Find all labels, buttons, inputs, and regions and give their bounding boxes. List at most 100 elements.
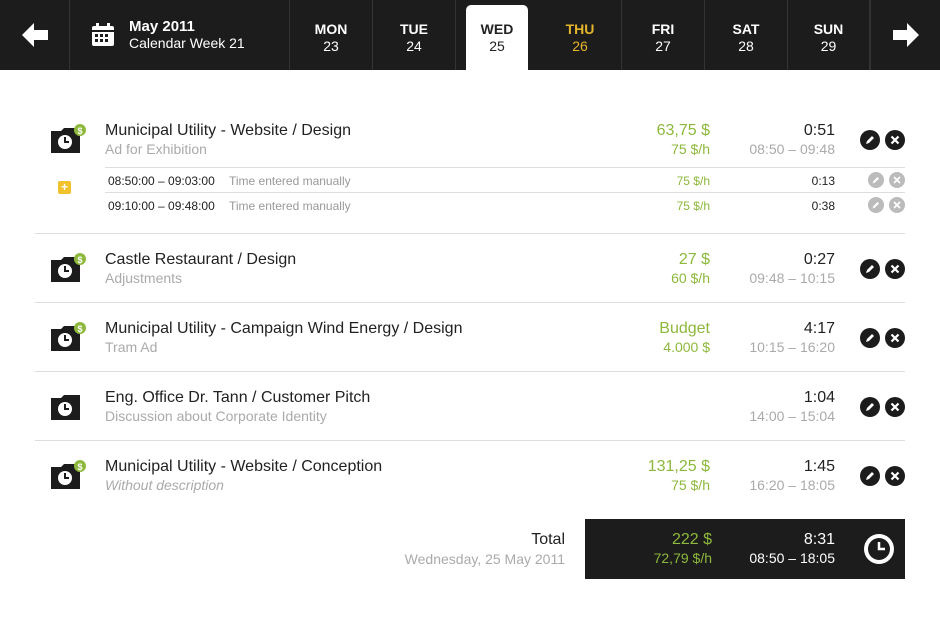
sub-entry-rate: 75 $/h [676, 174, 710, 188]
entry-time-range: 10:15 – 16:20 [749, 339, 835, 355]
day-tab-mon[interactable]: MON 23 [290, 0, 373, 70]
sub-entry-duration: 0:38 [811, 199, 835, 213]
entry-rate: 75 $/h [671, 141, 710, 157]
day-name: TUE [400, 21, 428, 37]
sub-entry-note: Time entered manually [229, 174, 351, 188]
week-header: May 2011 Calendar Week 21 MON 23 TUE 24 … [0, 0, 940, 70]
entry-amount: 27 $ [678, 251, 710, 268]
delete-icon[interactable] [885, 397, 905, 417]
delete-icon[interactable] [885, 328, 905, 348]
divider [35, 233, 905, 234]
total-rate: 72,79 $/h [653, 550, 712, 566]
edit-icon[interactable] [868, 197, 884, 213]
sub-entry-rate: 75 $/h [676, 199, 710, 213]
svg-text:$: $ [77, 324, 82, 334]
folder-clock-icon [51, 395, 80, 420]
entry-duration: 1:04 [803, 389, 835, 406]
sub-entry-note: Time entered manually [229, 199, 351, 213]
day-tab-thu[interactable]: THU 26 [539, 0, 622, 70]
divider [35, 371, 905, 372]
calendar-icon [92, 23, 114, 46]
day-name: SAT [732, 21, 760, 37]
delete-icon[interactable] [885, 130, 905, 150]
edit-icon[interactable] [860, 397, 880, 417]
entry-time-range: 16:20 – 18:05 [749, 477, 835, 493]
day-name: THU [565, 21, 595, 37]
entry-title[interactable]: Eng. Office Dr. Tann / Customer Pitch [105, 389, 371, 406]
day-tab-fri[interactable]: FRI 27 [622, 0, 705, 70]
entry-duration: 0:27 [803, 251, 835, 268]
entry-description: Without description [105, 477, 224, 493]
total-date: Wednesday, 25 May 2011 [404, 551, 565, 567]
entry-rate: 4.000 $ [663, 339, 710, 355]
edit-icon[interactable] [868, 172, 884, 188]
svg-text:$: $ [77, 462, 82, 472]
entry-rate: 75 $/h [671, 477, 710, 493]
sub-entry-duration: 0:13 [811, 174, 835, 188]
total-summary: 222 $ 72,79 $/h 8:31 08:50 – 18:05 [585, 519, 905, 579]
billable-folder-clock-icon: $ [51, 253, 86, 282]
arrow-right-icon [892, 23, 919, 47]
sub-entry-row[interactable]: 09:10:00 – 09:48:00 Time entered manuall… [105, 192, 905, 217]
month-title: May 2011 [129, 18, 195, 35]
day-date: 23 [323, 38, 339, 54]
entry-duration: 1:45 [803, 458, 835, 475]
entry-amount: 131,25 $ [647, 458, 710, 475]
week-label: Calendar Week 21 [129, 35, 245, 51]
entry-time-range: 09:48 – 10:15 [749, 270, 835, 286]
entry-title[interactable]: Municipal Utility - Website / Conception [105, 458, 383, 475]
sub-entry-time: 09:10:00 – 09:48:00 [108, 199, 215, 213]
edit-icon[interactable] [860, 130, 880, 150]
entry-rate: 60 $/h [671, 270, 710, 286]
billable-folder-clock-icon: $ [51, 322, 86, 351]
divider [35, 302, 905, 303]
total-duration: 8:31 [803, 531, 835, 548]
svg-text:$: $ [77, 255, 82, 265]
day-date: 26 [572, 38, 588, 54]
billable-folder-clock-icon: $ [51, 124, 86, 153]
entry-title[interactable]: Municipal Utility - Campaign Wind Energy… [105, 320, 463, 337]
total-time-range: 08:50 – 18:05 [749, 550, 835, 566]
entry-time-range: 14:00 – 15:04 [749, 408, 835, 424]
sub-entry-time: 08:50:00 – 09:03:00 [108, 174, 215, 188]
day-date: 24 [406, 38, 422, 54]
day-date: 29 [820, 38, 837, 54]
day-date: 28 [738, 38, 754, 54]
arrow-left-icon [21, 23, 48, 47]
day-tab-tue[interactable]: TUE 24 [373, 0, 456, 70]
day-tab-sat[interactable]: SAT 28 [705, 0, 788, 70]
clock-icon[interactable] [863, 533, 895, 565]
delete-icon[interactable] [885, 259, 905, 279]
day-name: WED [480, 21, 514, 37]
day-date: 27 [655, 38, 671, 54]
month-week-display: May 2011 Calendar Week 21 [71, 0, 290, 70]
svg-text:$: $ [77, 126, 82, 136]
entry-description: Discussion about Corporate Identity [105, 408, 327, 424]
divider [35, 440, 905, 441]
total-label: Total [531, 531, 565, 548]
entry-time-range: 08:50 – 09:48 [749, 141, 835, 157]
edit-icon[interactable] [860, 328, 880, 348]
delete-icon[interactable] [885, 466, 905, 486]
entry-amount: 63,75 $ [656, 122, 710, 139]
billable-folder-clock-icon: $ [51, 460, 86, 489]
entry-amount: Budget [659, 320, 710, 337]
entry-title[interactable]: Municipal Utility - Website / Design [105, 122, 352, 139]
day-name: SUN [813, 21, 844, 37]
prev-week-button[interactable] [0, 0, 70, 70]
day-name: MON [314, 21, 348, 37]
edit-icon[interactable] [860, 466, 880, 486]
entry-duration: 0:51 [803, 122, 835, 139]
entry-title[interactable]: Castle Restaurant / Design [105, 251, 297, 268]
delete-icon[interactable] [889, 172, 905, 188]
entry-description: Adjustments [105, 270, 183, 286]
edit-icon[interactable] [860, 259, 880, 279]
delete-icon[interactable] [889, 197, 905, 213]
expand-icon[interactable]: + [58, 181, 71, 194]
day-tab-sun[interactable]: SUN 29 [788, 0, 870, 70]
day-tab-wed[interactable]: WED 25 [466, 5, 528, 70]
next-week-button[interactable] [870, 0, 940, 70]
entry-description: Tram Ad [105, 339, 158, 355]
sub-entry-row[interactable]: 08:50:00 – 09:03:00 Time entered manuall… [105, 167, 905, 192]
total-amount: 222 $ [671, 531, 712, 548]
